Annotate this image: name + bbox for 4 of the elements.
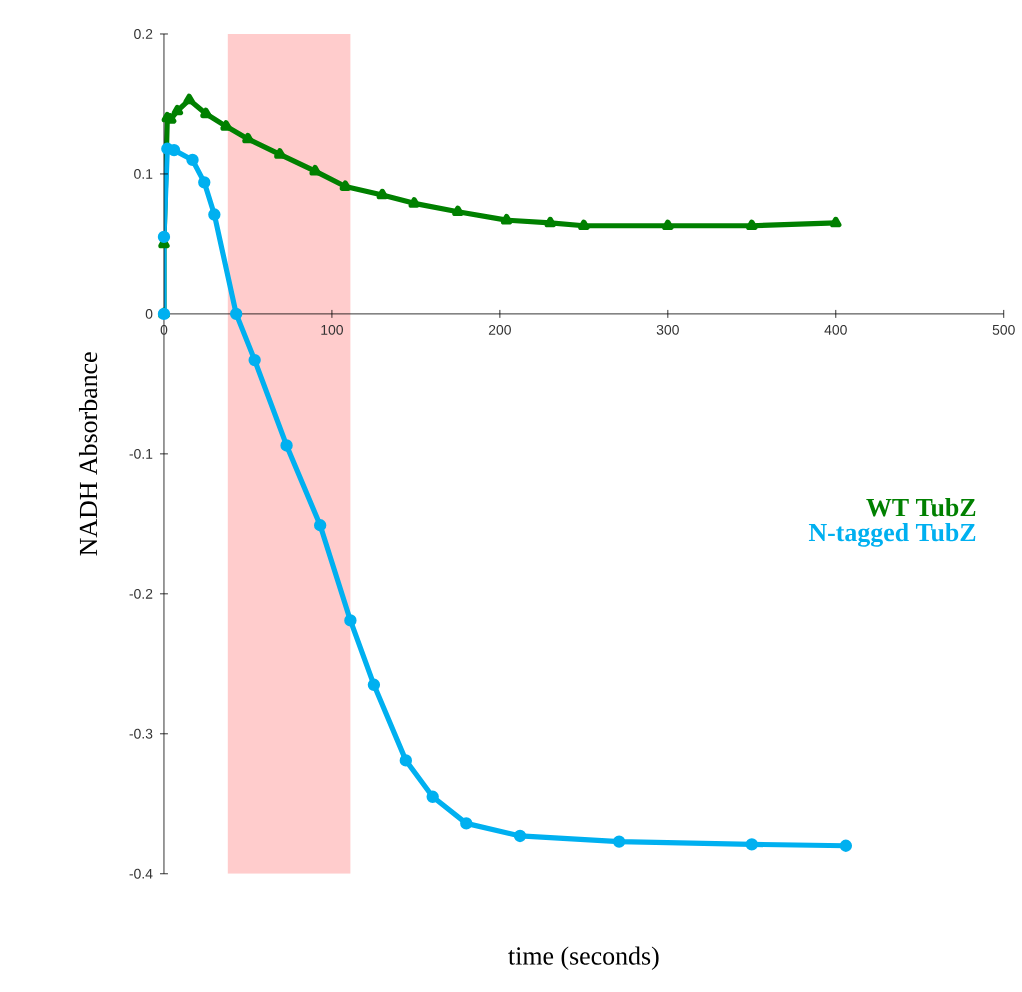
x-axis-title: time (seconds) xyxy=(508,946,659,971)
text: WT TubZ xyxy=(866,498,976,517)
text: N-tagged TubZ xyxy=(808,523,976,547)
y-axis-title: NADH Absorbance xyxy=(78,352,98,556)
